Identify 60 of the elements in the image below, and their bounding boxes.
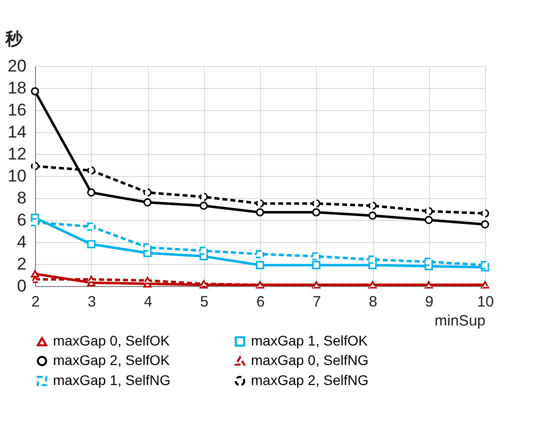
point — [143, 243, 152, 252]
legend-label: maxGap 0, SelfOK — [53, 332, 170, 349]
point — [200, 246, 208, 255]
legend-label: maxGap 1, SelfOK — [251, 332, 368, 348]
y-tick-label: 8 — [17, 188, 26, 208]
legend-label: maxGap 1, SelfNG — [53, 372, 170, 388]
y-tick-label: 10 — [8, 166, 26, 186]
y-tick-label: 18 — [8, 78, 26, 98]
point — [256, 208, 264, 216]
x-tick-label: 3 — [88, 294, 96, 310]
point — [87, 166, 96, 175]
x-tick-label: 2 — [31, 294, 40, 310]
point — [30, 87, 40, 96]
point — [256, 260, 264, 270]
point — [143, 276, 152, 284]
point — [256, 250, 264, 258]
point — [368, 202, 377, 210]
x-tick-label: 9 — [425, 294, 434, 310]
y-axis-title: 秒 — [4, 30, 24, 48]
y-tick-label: 6 — [17, 210, 26, 230]
point — [424, 207, 433, 216]
point — [480, 220, 490, 228]
point — [480, 260, 490, 270]
point — [480, 209, 490, 218]
y-tick-label: 14 — [8, 122, 26, 142]
x-tick-label: 5 — [200, 294, 208, 310]
x-axis-title: minSup — [434, 312, 486, 330]
point — [87, 240, 96, 248]
x-tick-label: 8 — [368, 294, 378, 310]
point — [143, 188, 152, 197]
y-tick-label: 20 — [8, 56, 26, 76]
point — [312, 260, 320, 270]
legend-label: maxGap 2, SelfOK — [53, 352, 170, 368]
y-tick-label: 0 — [17, 276, 26, 296]
point — [256, 199, 264, 208]
point — [143, 198, 152, 206]
point — [424, 258, 433, 266]
point — [368, 212, 377, 220]
point — [30, 162, 40, 170]
point — [312, 199, 320, 208]
point — [30, 218, 40, 226]
y-tick-label: 16 — [8, 100, 26, 120]
y-tick-label: 4 — [17, 232, 26, 252]
point — [200, 202, 208, 210]
point — [368, 255, 377, 264]
x-tick-label: 6 — [256, 294, 265, 310]
point — [87, 188, 96, 197]
x-tick-label: 10 — [477, 294, 494, 310]
point — [312, 252, 320, 260]
point — [87, 276, 96, 284]
point — [312, 208, 320, 216]
y-tick-label: 2 — [17, 254, 26, 274]
point — [87, 222, 96, 231]
legend-label: maxGap 2, SelfNG — [251, 372, 368, 388]
x-tick-label: 4 — [144, 294, 152, 310]
legend-label: maxGap 0, SelfNG — [251, 352, 368, 368]
point — [200, 192, 208, 201]
point — [424, 216, 433, 224]
y-tick-label: 12 — [8, 144, 26, 164]
x-tick-label: 7 — [312, 294, 321, 310]
